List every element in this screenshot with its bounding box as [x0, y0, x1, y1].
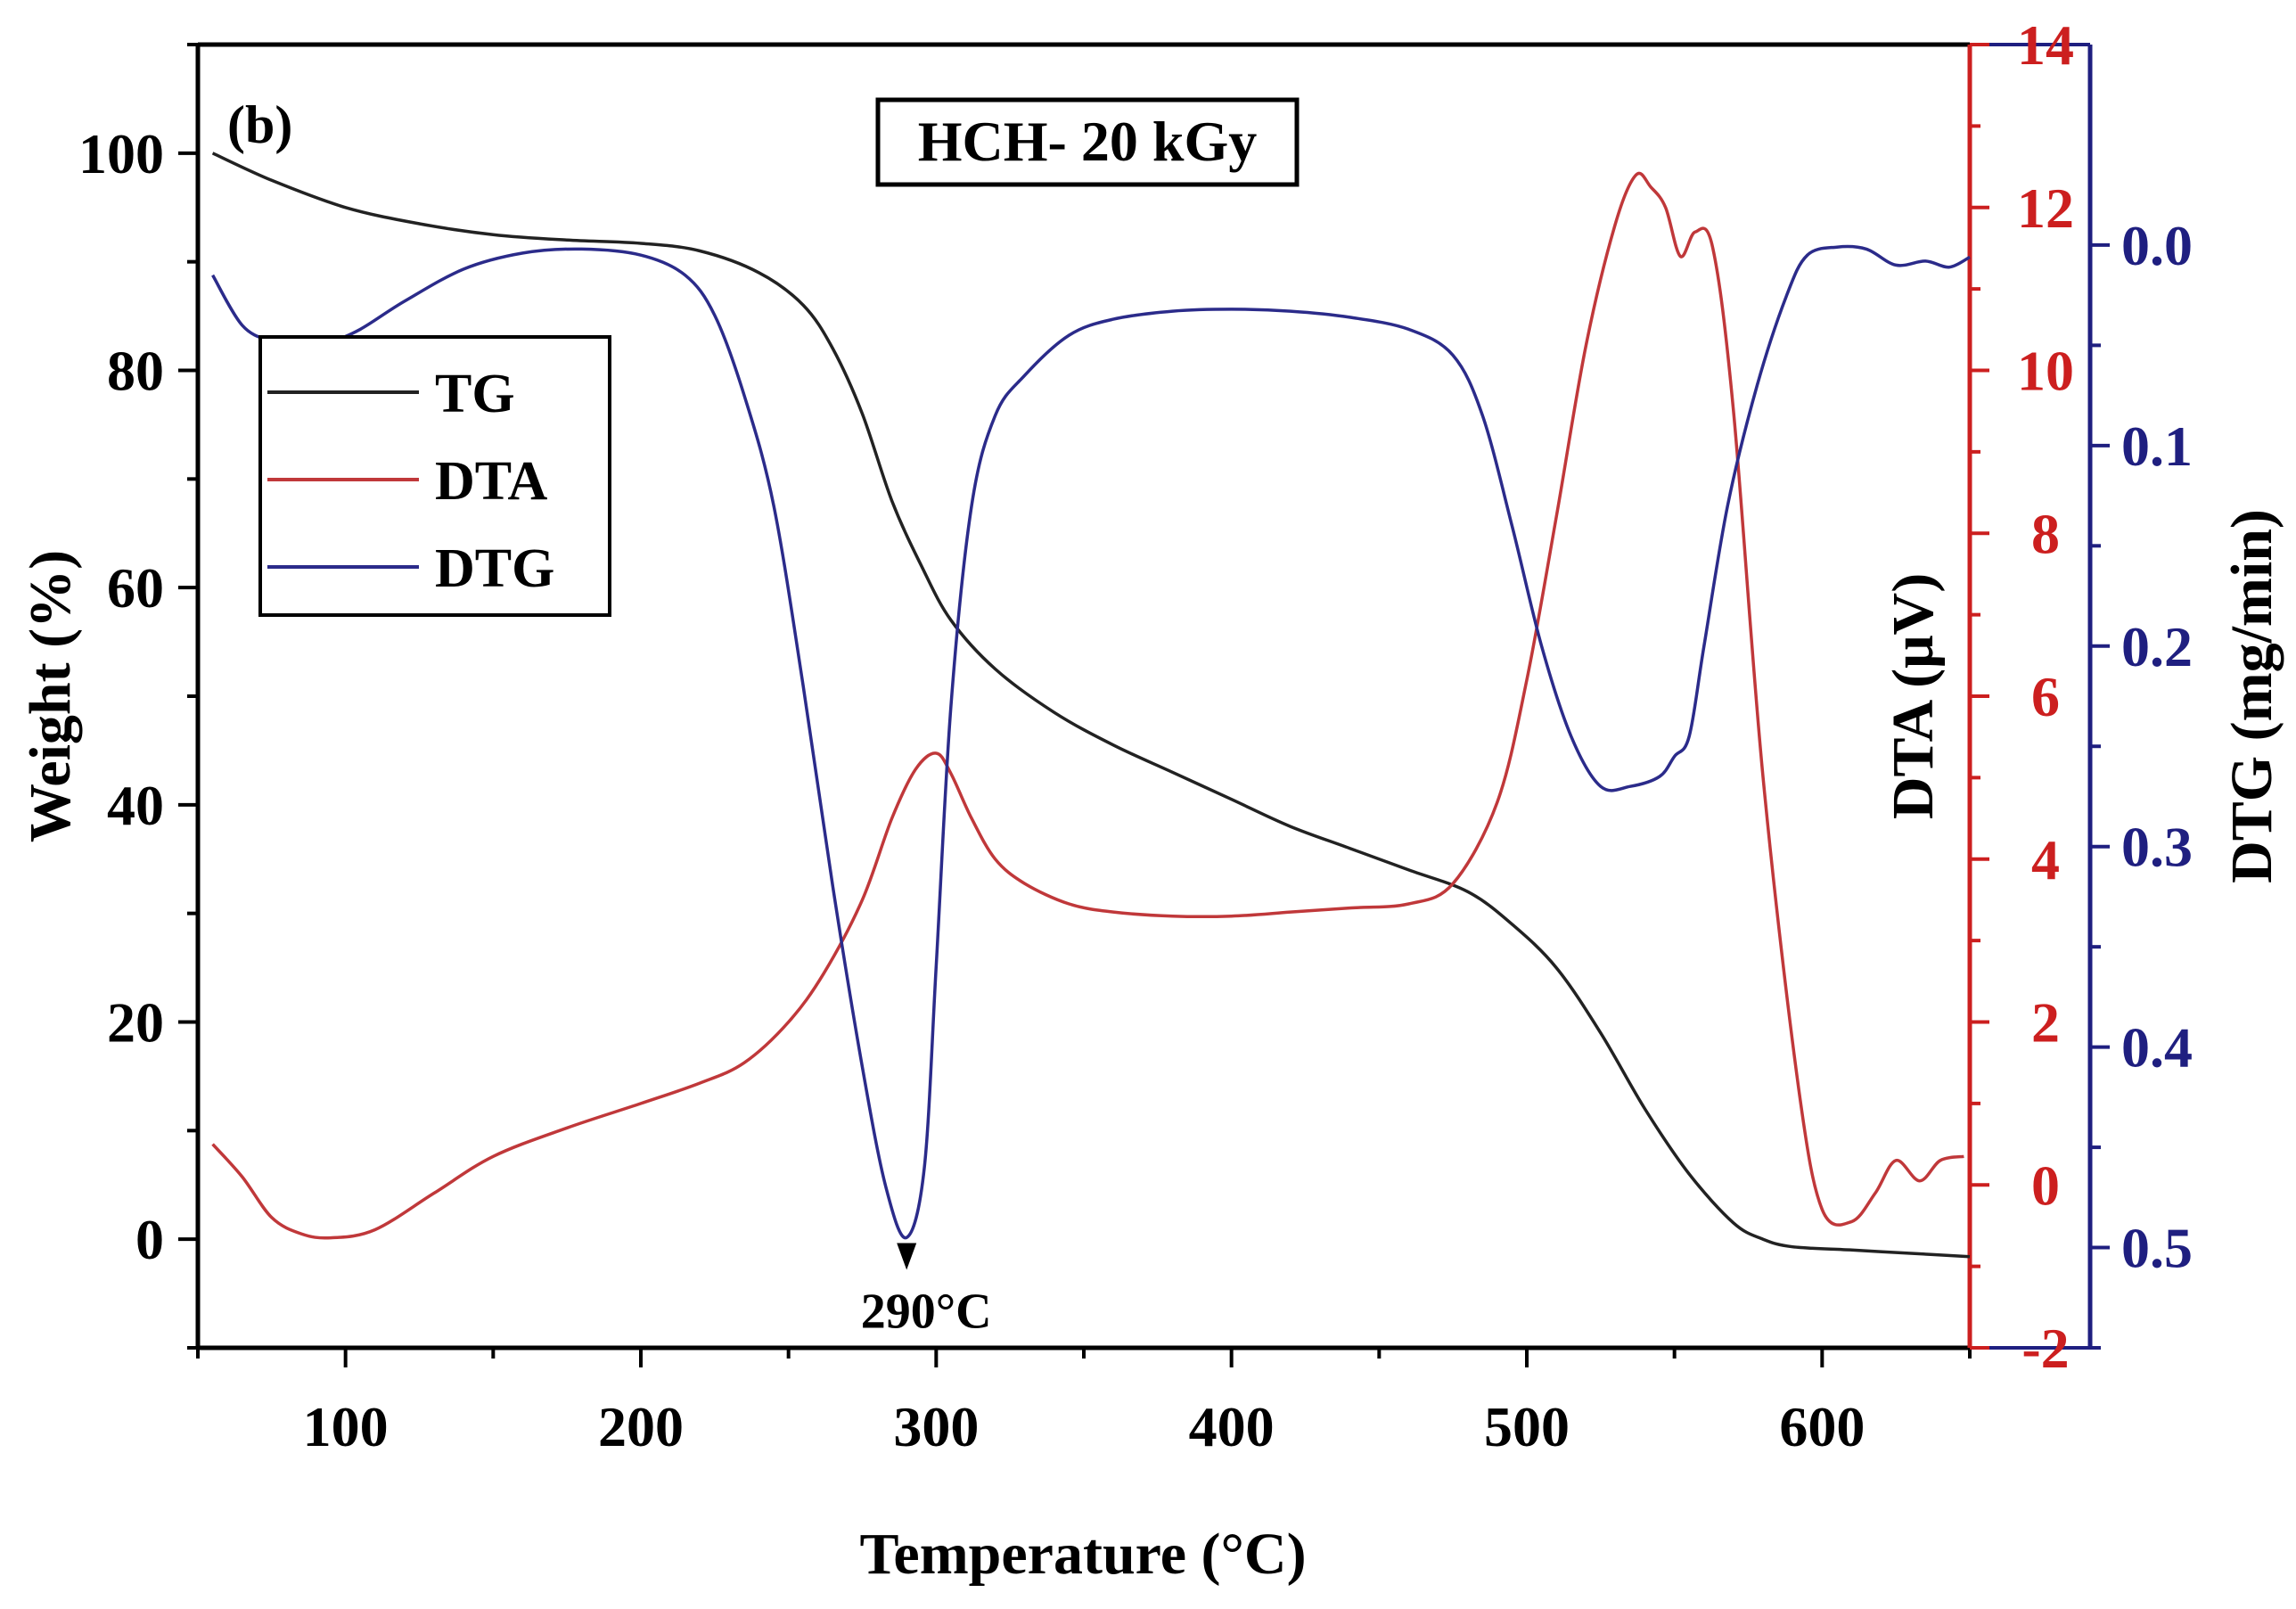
y-dta-tick-label: 6: [2031, 665, 2060, 728]
y-dta-tick-label: 12: [2017, 176, 2074, 240]
y-left-tick-label: 80: [107, 340, 164, 403]
legend: TG DTA DTG: [258, 335, 611, 617]
title-box: [875, 97, 1300, 187]
series-line-tg: [211, 152, 1971, 1259]
y-dtg-tick-label: 0.1: [2121, 415, 2193, 478]
legend-label-tg: TG: [435, 364, 515, 424]
x-tick-label: 100: [303, 1395, 389, 1458]
y-dta-tick-label: 10: [2017, 340, 2074, 403]
y-dta-tick-label: 8: [2031, 502, 2060, 565]
annotation-arrow-head: [897, 1243, 917, 1270]
chart-title: HCH- 20 kGy: [918, 110, 1257, 173]
y-axis-title-weight: Weight (%): [18, 550, 83, 842]
series-line-dta: [211, 171, 1964, 1240]
y-dtg-tick-label: 0.3: [2121, 816, 2193, 879]
y-left-tick-label: 60: [107, 556, 164, 620]
annotation-label: 290°C: [861, 1285, 992, 1340]
x-tick-label: 400: [1189, 1395, 1275, 1458]
y-dtg-tick-label: 0.2: [2121, 615, 2193, 678]
y-left-tick-label: 40: [107, 774, 164, 837]
axis-tick-labels: 100 200 300 400 500 600 0 20 40 60 80 100 -2 0 2 4 6 8 10 1…: [78, 13, 2193, 1458]
panel-label: (b): [227, 95, 292, 154]
axis-ticks: [178, 43, 2110, 1367]
y-left-tick-label: 0: [135, 1208, 164, 1271]
x-tick-label: 300: [893, 1395, 979, 1458]
peak-annotation: 290°C: [861, 1243, 992, 1340]
y-dta-tick-label: 0: [2031, 1153, 2060, 1217]
y-axis-title-dta: DTA (μV): [1881, 573, 1946, 819]
y-dta-tick-label: -2: [2021, 1317, 2069, 1380]
y-dta-tick-label: 4: [2031, 828, 2060, 891]
y-dta-tick-label: 2: [2031, 991, 2060, 1055]
y-dtg-tick-label: 0.0: [2121, 214, 2193, 277]
legend-label-dtg: DTG: [435, 538, 554, 599]
y-left-tick-label: 20: [107, 991, 164, 1055]
x-tick-label: 600: [1779, 1395, 1865, 1458]
x-tick-label: 200: [598, 1395, 684, 1458]
series-line-dtg: [211, 244, 1971, 1240]
y-axis-title-dtg: DTG (mg/min): [2219, 509, 2284, 883]
y-left-tick-label: 100: [78, 122, 164, 185]
y-dtg-tick-label: 0.4: [2121, 1016, 2193, 1080]
x-tick-label: 500: [1484, 1395, 1570, 1458]
x-axis-title: Temperature (°C): [859, 1522, 1306, 1587]
legend-label-dta: DTA: [435, 451, 548, 512]
y-dta-tick-label: 14: [2017, 13, 2074, 77]
y-dtg-tick-label: 0.5: [2121, 1217, 2193, 1280]
